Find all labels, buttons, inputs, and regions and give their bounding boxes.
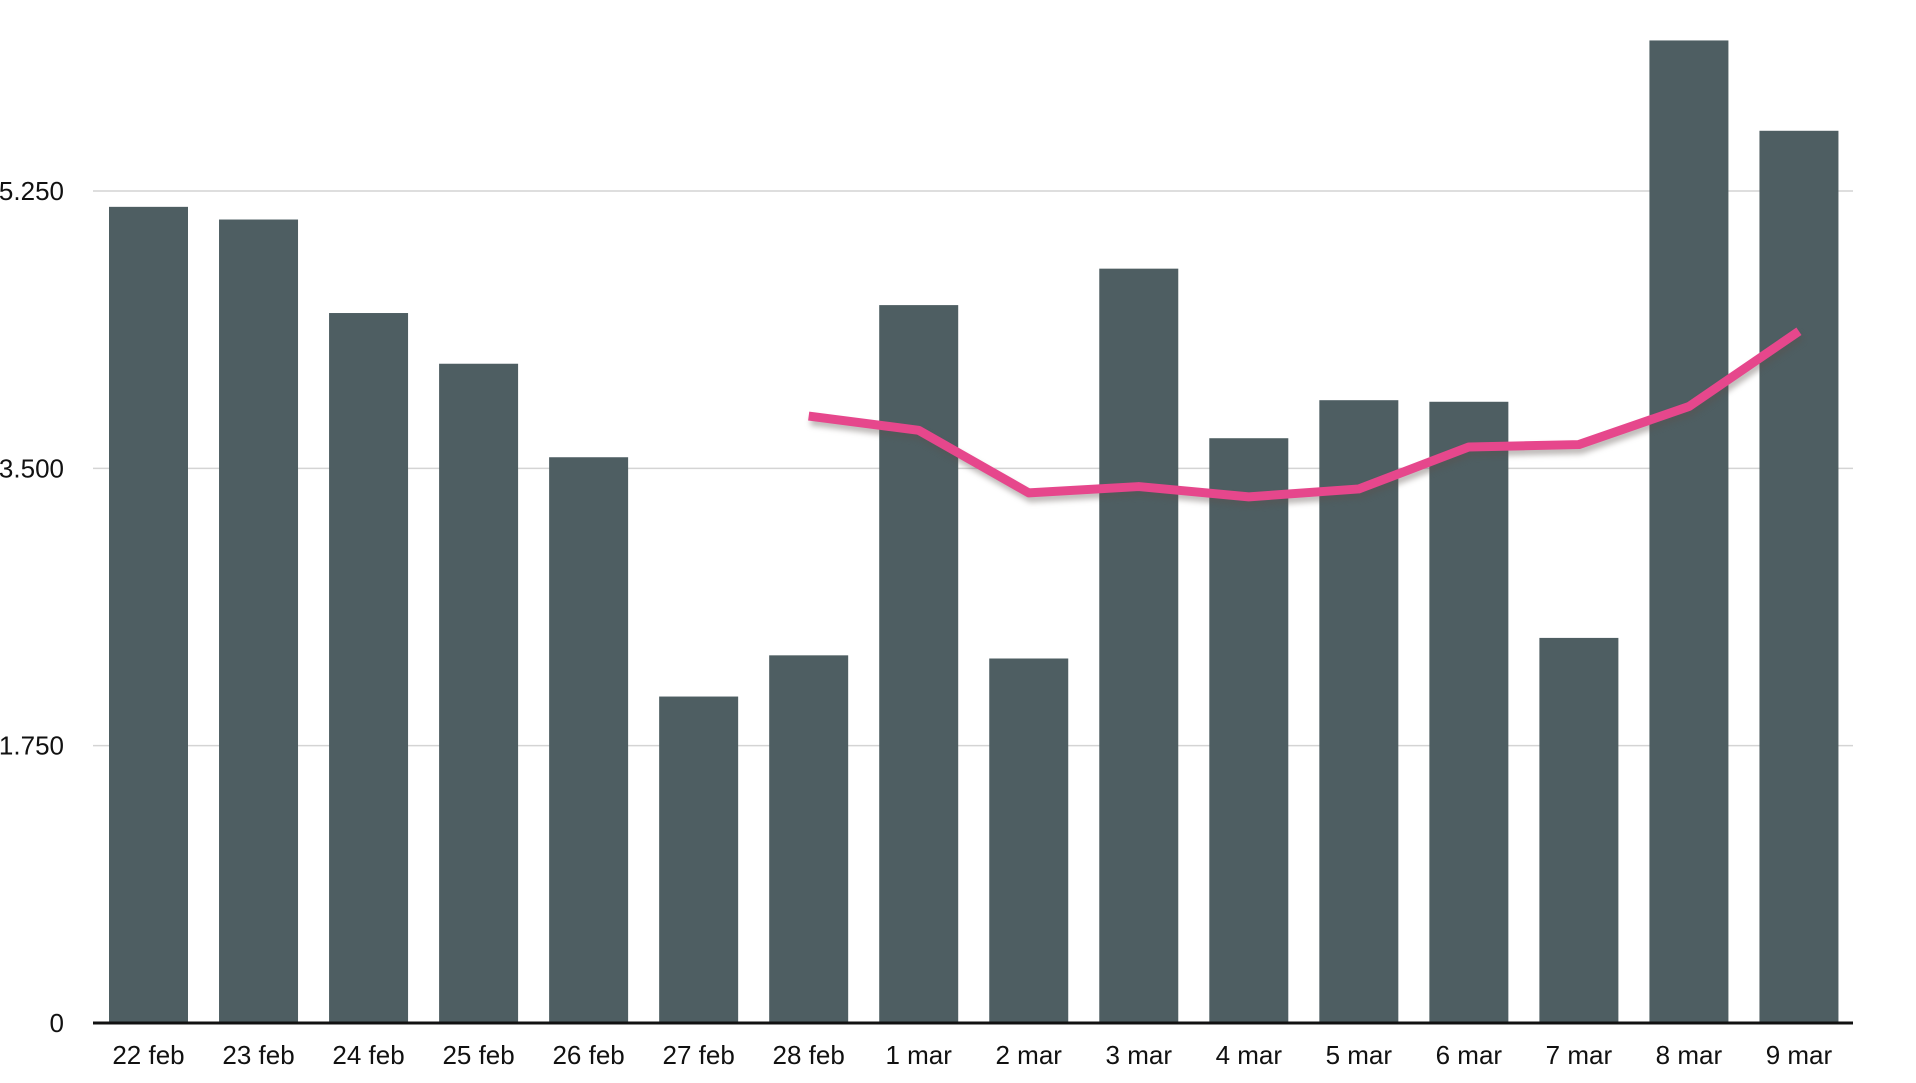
x-label-3-mar: 3 mar	[1106, 1040, 1173, 1070]
bar-9-mar	[1759, 130, 1839, 1023]
bar-26-feb	[549, 457, 629, 1023]
bar-25-feb	[439, 363, 519, 1024]
bar-7-mar	[1539, 637, 1619, 1023]
x-label-8-mar: 8 mar	[1656, 1040, 1723, 1070]
bar-8-mar	[1649, 40, 1729, 1023]
x-label-5-mar: 5 mar	[1326, 1040, 1393, 1070]
bar-4-mar	[1209, 438, 1289, 1023]
x-label-7-mar: 7 mar	[1546, 1040, 1613, 1070]
bar-2-mar	[989, 658, 1069, 1023]
bar-22-feb	[109, 206, 188, 1023]
x-label-27-feb: 27 feb	[663, 1040, 735, 1070]
x-label-26-feb: 26 feb	[552, 1040, 624, 1070]
bar-23-feb	[219, 219, 299, 1024]
x-label-23-feb: 23 feb	[222, 1040, 294, 1070]
bar-28-feb	[769, 655, 849, 1023]
bar-27-feb	[659, 696, 739, 1023]
bar-6-mar	[1429, 401, 1509, 1024]
y-tick-label-5.250: 5.250	[0, 176, 64, 206]
x-axis-labels: 22 feb 23 feb 24 feb 25 feb 26 feb 27 feb 28 f…	[112, 1040, 1832, 1070]
y-tick-label-1.750: 1.750	[0, 731, 64, 761]
moving-average-line	[808, 327, 1802, 502]
x-label-22-feb: 22 feb	[112, 1040, 184, 1070]
y-tick-label-3.500: 3.500	[0, 453, 64, 483]
x-label-1-mar: 1 mar	[885, 1040, 952, 1070]
bar-3-mar	[1099, 268, 1179, 1023]
y-axis-labels: 0 1.750 3.500 5.250	[0, 176, 64, 1038]
x-label-9-mar: 9 mar	[1766, 1040, 1833, 1070]
x-label-4-mar: 4 mar	[1216, 1040, 1283, 1070]
x-label-24-feb: 24 feb	[332, 1040, 404, 1070]
x-label-6-mar: 6 mar	[1436, 1040, 1503, 1070]
x-label-28-feb: 28 feb	[773, 1040, 845, 1070]
bar-5-mar	[1319, 400, 1399, 1023]
bar-24-feb	[329, 313, 409, 1023]
bar-1-mar	[879, 305, 959, 1023]
x-label-2-mar: 2 mar	[996, 1040, 1063, 1070]
y-tick-label-0: 0	[50, 1008, 64, 1038]
x-label-25-feb: 25 feb	[442, 1040, 514, 1070]
bar-series	[109, 40, 1839, 1024]
